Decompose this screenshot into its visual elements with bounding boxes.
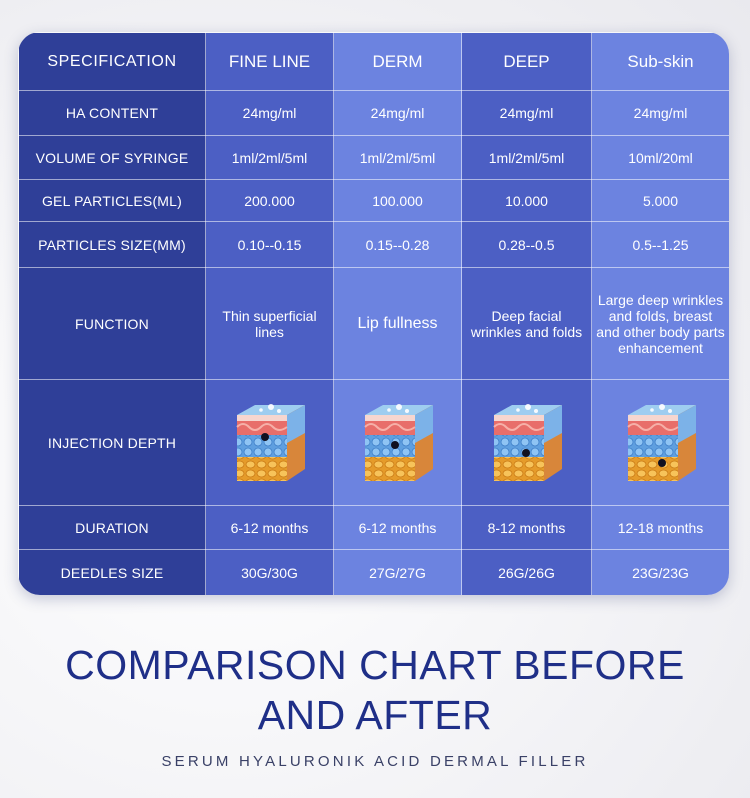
table-row-function: FUNCTION Thin superficial lines Lip full… [18,267,729,380]
table-cell: 26G/26G [461,549,592,595]
table-header-row: SPECIFICATION FINE LINE DERM DEEP Sub-sk… [18,32,729,91]
table-cell: 0.10--0.15 [205,221,334,268]
header-deep: DEEP [461,32,592,91]
table-cell: 0.5--1.25 [591,221,729,268]
table-cell: Thin superficial lines [205,267,334,380]
table-cell: 10ml/20ml [591,135,729,180]
row-label: VOLUME OF SYRINGE [18,135,206,180]
table-row: VOLUME OF SYRINGE 1ml/2ml/5ml 1ml/2ml/5m… [18,135,729,180]
skin-layers-icon [626,402,697,482]
table-cell: 0.15--0.28 [333,221,462,268]
page-subtitle: SERUM HYALURONIK ACID DERMAL FILLER [161,753,589,770]
table-cell: 24mg/ml [333,90,462,136]
depth-cell [461,379,592,506]
row-label: HA CONTENT [18,90,206,136]
table-cell: 100.000 [333,179,462,222]
table-cell: Large deep wrinkles and folds, breast an… [591,267,729,380]
table-cell: 24mg/ml [591,90,729,136]
header-specification: SPECIFICATION [18,32,206,91]
page-title-line-1: COMPARISON CHART BEFORE [65,642,685,688]
table-cell: 27G/27G [333,549,462,595]
table-cell: 6-12 months [205,505,334,550]
table-cell: 30G/30G [205,549,334,595]
header-sub-skin: Sub-skin [591,32,729,91]
table-cell: 24mg/ml [461,90,592,136]
table-cell: 23G/23G [591,549,729,595]
row-label: PARTICLES SIZE(MM) [18,221,206,268]
row-label: GEL PARTICLES(ML) [18,179,206,222]
specification-table: SPECIFICATION FINE LINE DERM DEEP Sub-sk… [18,32,729,595]
skin-layers-icon [492,402,563,482]
table-row: PARTICLES SIZE(MM) 0.10--0.15 0.15--0.28… [18,221,729,268]
table-cell: 1ml/2ml/5ml [333,135,462,180]
table-cell: Lip fullness [333,267,462,380]
table-cell: 8-12 months [461,505,592,550]
depth-cell [205,379,334,506]
table-row: GEL PARTICLES(ML) 200.000 100.000 10.000… [18,179,729,222]
table-row: DURATION 6-12 months 6-12 months 8-12 mo… [18,505,729,550]
table-cell: 6-12 months [333,505,462,550]
page-title-line-2: AND AFTER [257,692,493,738]
row-label: DEEDLES SIZE [18,549,206,595]
table-row: HA CONTENT 24mg/ml 24mg/ml 24mg/ml 24mg/… [18,90,729,136]
table-cell: 12-18 months [591,505,729,550]
table-row: DEEDLES SIZE 30G/30G 27G/27G 26G/26G 23G… [18,549,729,595]
table-row-injection-depth: INJECTION DEPTH [18,379,729,506]
table-cell: 24mg/ml [205,90,334,136]
header-fine-line: FINE LINE [205,32,334,91]
table-cell: Deep facial wrinkles and folds [461,267,592,380]
skin-layers-icon [235,402,306,482]
table-cell: 1ml/2ml/5ml [461,135,592,180]
skin-layers-icon [363,402,434,482]
table-cell: 0.28--0.5 [461,221,592,268]
row-label: DURATION [18,505,206,550]
depth-cell [591,379,729,506]
table-cell: 200.000 [205,179,334,222]
depth-cell [333,379,462,506]
header-derm: DERM [333,32,462,91]
table-cell: 10.000 [461,179,592,222]
row-label: INJECTION DEPTH [18,379,206,506]
table-cell: 1ml/2ml/5ml [205,135,334,180]
row-label: FUNCTION [18,267,206,380]
table-cell: 5.000 [591,179,729,222]
